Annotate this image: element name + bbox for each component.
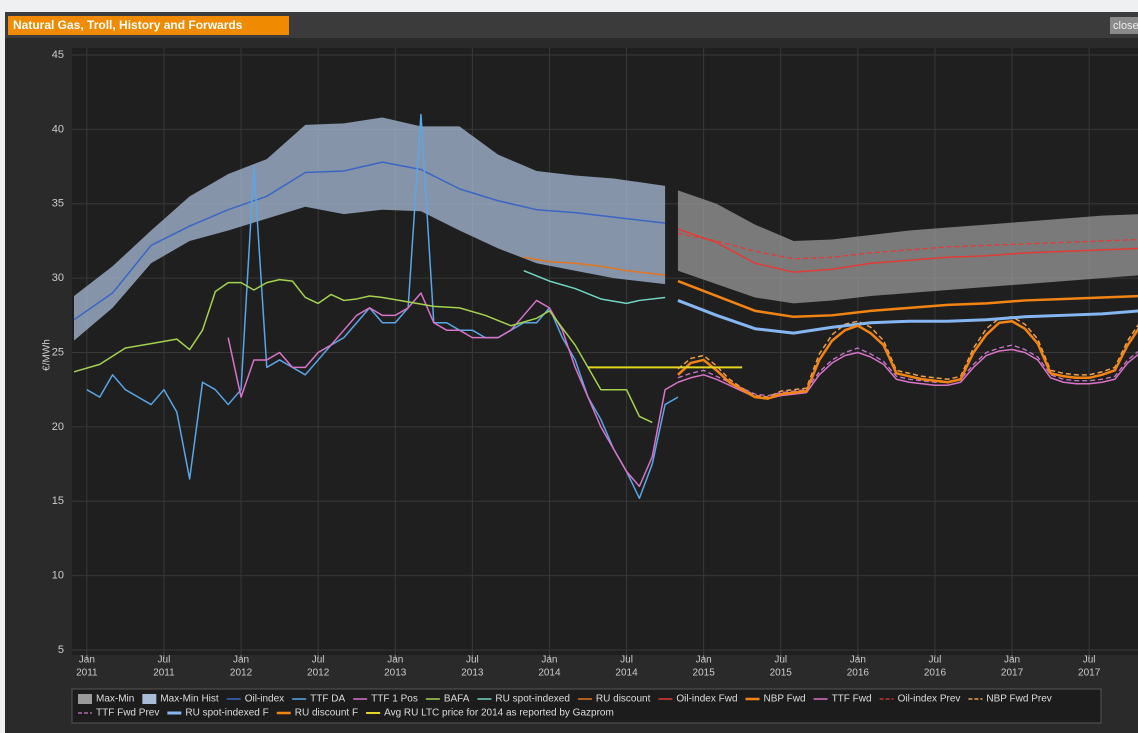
legend-label: Oil-index Fwd xyxy=(676,694,737,705)
x-tick-label: 2011 xyxy=(76,668,98,679)
legend-label: BAFA xyxy=(444,694,470,705)
y-tick-label: 20 xyxy=(52,421,64,433)
band xyxy=(677,190,1138,304)
x-tick-label: Jan xyxy=(233,655,249,666)
close-label[interactable]: close xyxy=(1113,20,1138,32)
x-tick-label: 2016 xyxy=(847,668,870,679)
y-tick-label: 45 xyxy=(52,49,64,61)
x-tick-label: 2012 xyxy=(307,668,330,679)
line xyxy=(677,232,1138,260)
x-tick-label: Jul xyxy=(312,655,325,666)
line xyxy=(677,320,1138,400)
x-tick-label: 2015 xyxy=(770,668,793,679)
chart-title: Natural Gas, Troll, History and Forwards xyxy=(13,18,243,32)
legend-label: Avg RU LTC price for 2014 as reported by… xyxy=(384,708,614,719)
x-tick-label: Jan xyxy=(1004,655,1020,666)
legend-label: Oil-index xyxy=(245,694,284,705)
line xyxy=(86,113,679,500)
legend-label: TTF 1 Pos xyxy=(371,694,418,705)
x-tick-label: Jul xyxy=(158,655,171,666)
x-tick-label: Jan xyxy=(79,655,95,666)
legend-swatch xyxy=(78,694,92,704)
band xyxy=(74,117,666,341)
legend-label: Max-Min Hist xyxy=(160,694,219,705)
x-tick-label: 2011 xyxy=(153,668,175,679)
x-tick-label: Jul xyxy=(466,655,479,666)
legend-label: TTF DA xyxy=(310,694,345,705)
y-tick-label: 30 xyxy=(52,272,64,284)
legend-label: Max-Min xyxy=(96,694,134,705)
line xyxy=(677,299,1138,335)
line xyxy=(227,292,679,488)
x-tick-label: Jul xyxy=(929,655,942,666)
y-tick-label: 15 xyxy=(52,495,64,507)
legend-box xyxy=(71,688,1102,724)
y-tick-label: 35 xyxy=(52,198,64,210)
x-tick-label: Jul xyxy=(774,655,787,666)
x-tick-label: 2014 xyxy=(615,668,638,679)
x-tick-label: 2017 xyxy=(1078,668,1101,679)
close-button[interactable] xyxy=(1110,17,1138,34)
x-tick-label: 2013 xyxy=(384,668,407,679)
legend-label: RU spot-indexed F xyxy=(185,708,268,719)
line xyxy=(677,316,1138,398)
x-tick-label: Jan xyxy=(387,655,403,666)
y-axis-label: €/MWh xyxy=(42,339,53,371)
legend-label: RU spot-indexed xyxy=(495,694,569,705)
line xyxy=(73,278,653,424)
legend-label: NBP Fwd xyxy=(764,694,806,705)
y-tick-label: 5 xyxy=(58,644,64,656)
series-layer xyxy=(73,113,1138,500)
legend-label: RU discount F xyxy=(295,708,358,719)
y-tick-label: 10 xyxy=(52,570,64,582)
x-tick-label: Jan xyxy=(850,655,866,666)
x-tick-label: 2015 xyxy=(693,668,716,679)
line xyxy=(677,228,1138,273)
y-tick-label: 40 xyxy=(52,123,64,135)
x-tick-label: Jan xyxy=(696,655,712,666)
line xyxy=(677,344,1138,397)
x-tick-label: 2016 xyxy=(924,668,947,679)
line xyxy=(523,256,666,276)
x-tick-label: Jul xyxy=(620,655,633,666)
x-tick-label: 2017 xyxy=(1001,668,1024,679)
line xyxy=(523,269,666,305)
x-tick-label: Jan xyxy=(541,655,557,666)
legend-label: TTF Fwd Prev xyxy=(96,708,159,719)
y-tick-label: 25 xyxy=(52,346,64,358)
legend-label: TTF Fwd xyxy=(832,694,872,705)
legend-swatch xyxy=(142,694,157,704)
legend-label: Oil-index Prev xyxy=(898,694,961,705)
x-tick-label: 2014 xyxy=(538,668,561,679)
x-tick-label: 2013 xyxy=(461,668,484,679)
plot-area xyxy=(72,48,1138,655)
line xyxy=(73,161,666,321)
legend-label: RU discount xyxy=(596,694,651,705)
x-tick-label: 2012 xyxy=(230,668,253,679)
x-tick-label: Jul xyxy=(1083,655,1096,666)
line xyxy=(677,279,1138,319)
legend-label: NBP Fwd Prev xyxy=(986,694,1051,705)
title-badge xyxy=(8,16,289,35)
